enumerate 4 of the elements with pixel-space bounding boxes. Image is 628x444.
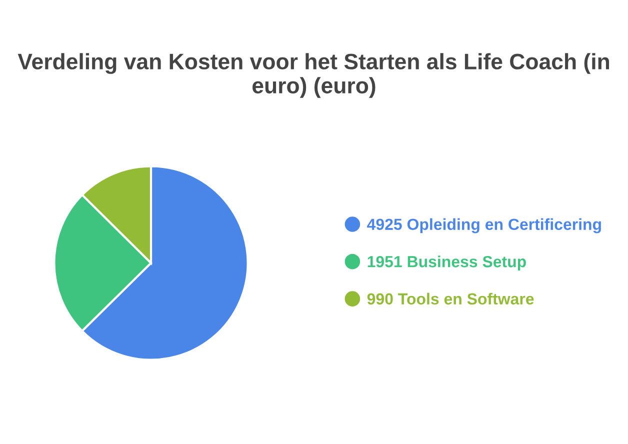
chart-title: Verdeling van Kosten voor het Starten als Life Coach (in euro) (euro) [18,53,610,98]
legend-label: 1951 Business Setup [368,256,526,270]
legend-label: 990 Tools en Software [367,292,534,305]
legend-label: 4925 Opleiding en Certificering [367,218,601,234]
